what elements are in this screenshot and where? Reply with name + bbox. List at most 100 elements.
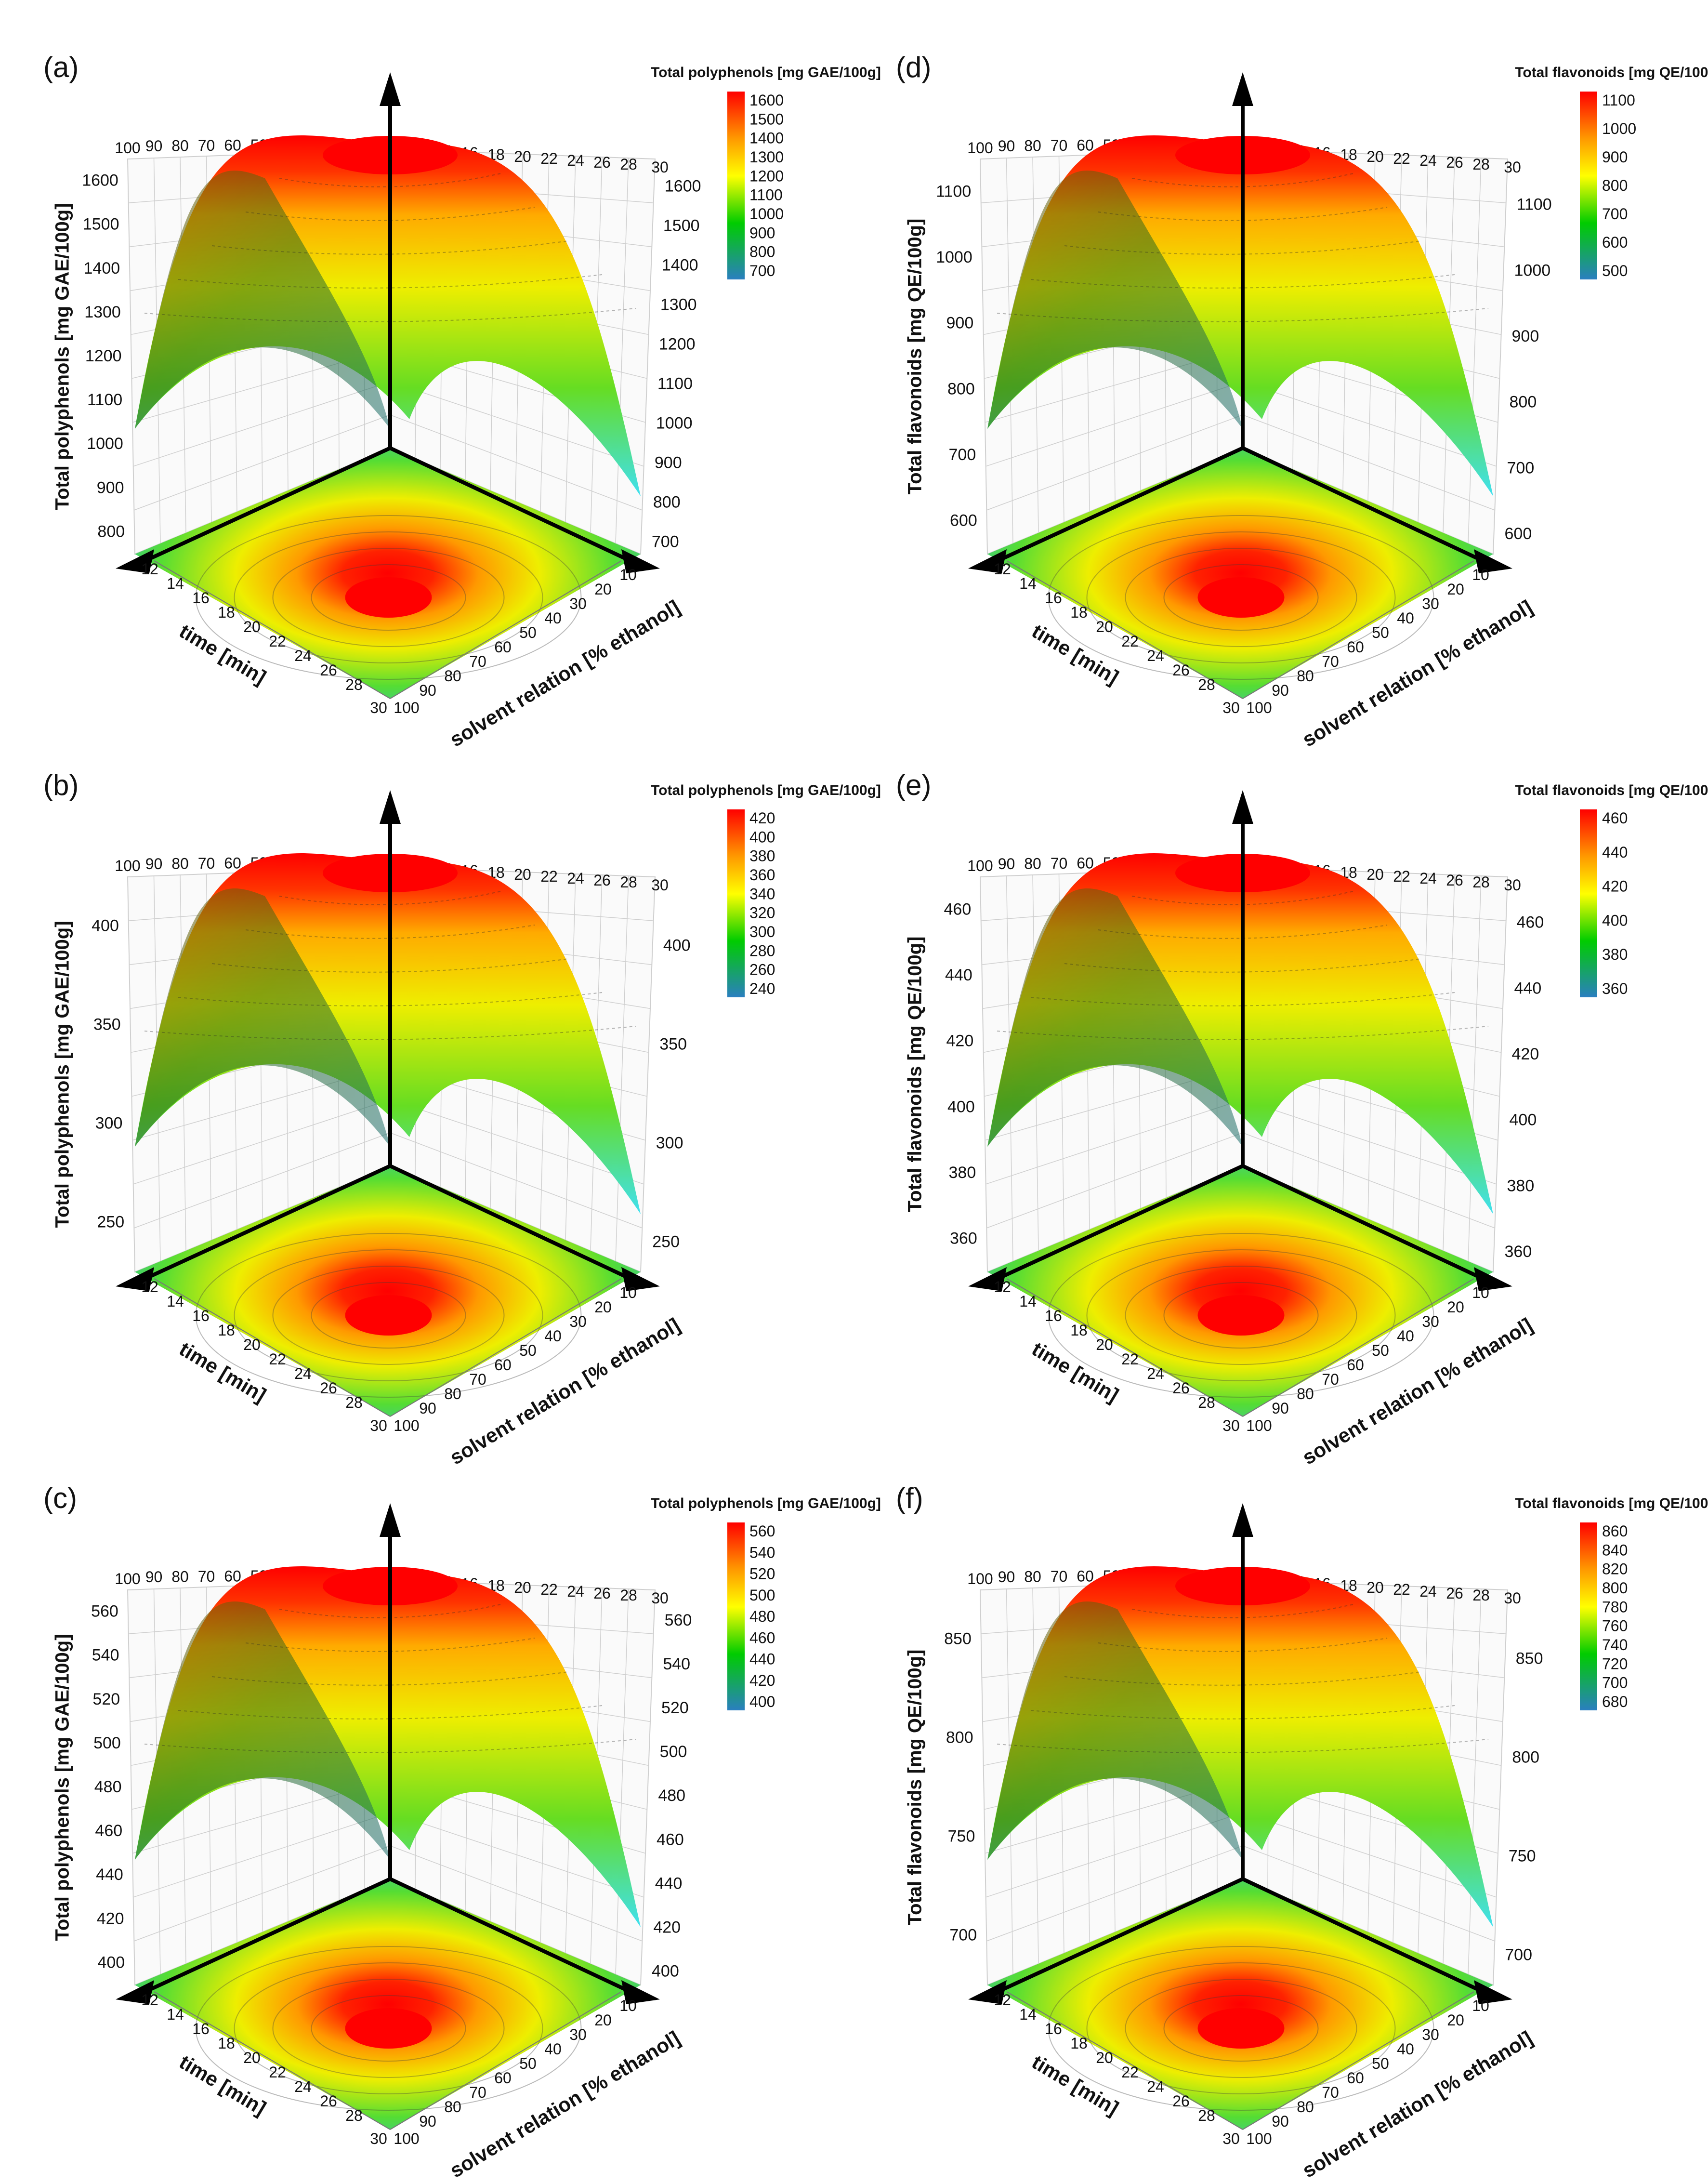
colorbar-tick: 800 xyxy=(1602,177,1628,194)
solvent-tick: 40 xyxy=(544,2040,562,2058)
solvent-tick: 70 xyxy=(1322,1371,1339,1388)
floor-edge-right xyxy=(390,1278,622,1417)
colorbar-tick: 420 xyxy=(749,1672,775,1689)
time-tick: 18 xyxy=(1070,1322,1088,1339)
back-solvent-tick: 70 xyxy=(1051,855,1068,872)
z-tick-right: 420 xyxy=(653,1918,681,1937)
solvent-axis-arrow xyxy=(1474,1267,1512,1291)
back-time-tick: 30 xyxy=(651,1589,669,1607)
time-tick: 26 xyxy=(1172,2092,1190,2110)
floor-contour-line xyxy=(1125,1266,1357,1365)
back-time-tick: 30 xyxy=(1504,876,1521,894)
z-tick-right: 600 xyxy=(1505,525,1532,543)
solvent-tick: 80 xyxy=(1297,1385,1314,1402)
back-time-tick: 30 xyxy=(1504,1589,1521,1607)
z-tick-left: 300 xyxy=(95,1114,123,1133)
solvent-tick: 70 xyxy=(469,653,486,670)
surface-shadow xyxy=(987,170,1243,429)
back-solvent-tick: 70 xyxy=(198,137,215,154)
back-time-tick: 20 xyxy=(514,1579,531,1596)
solvent-tick: 30 xyxy=(1422,1313,1439,1330)
colorbar xyxy=(727,1522,745,1710)
floor-optimum-region xyxy=(1197,577,1285,618)
back-time-tick: 28 xyxy=(620,1587,637,1604)
surface-shadow xyxy=(135,888,390,1147)
time-tick: 28 xyxy=(345,2107,363,2124)
floor-contour-line xyxy=(195,1233,582,1398)
wall-gridline xyxy=(615,158,629,544)
colorbar-tick: 1500 xyxy=(749,110,784,128)
back-solvent-tick: 60 xyxy=(224,137,241,154)
solvent-axis-line xyxy=(389,1877,627,1992)
solvent-tick: 50 xyxy=(1372,2055,1389,2072)
colorbar-tick: 840 xyxy=(1602,1541,1628,1559)
z-tick-left: 700 xyxy=(949,446,976,464)
z-axis-label: Total polyphenols [mg GAE/100g] xyxy=(52,921,73,1228)
back-time-tick: 24 xyxy=(567,152,584,169)
colorbar-tick: 500 xyxy=(749,1587,775,1604)
time-tick: 18 xyxy=(218,1322,235,1339)
time-axis-arrow xyxy=(116,549,154,573)
time-tick: 16 xyxy=(192,1307,210,1324)
colorbar-tick: 700 xyxy=(749,262,775,279)
floor-contour-line xyxy=(1086,531,1396,663)
colorbar-tick: 720 xyxy=(1602,1655,1628,1672)
time-tick: 14 xyxy=(167,2006,184,2023)
floor-edge-right xyxy=(390,1991,622,2130)
floor-contour-line xyxy=(1048,1233,1434,1398)
back-solvent-tick: 60 xyxy=(1077,855,1094,872)
z-tick-left: 600 xyxy=(950,512,977,530)
surface-shadow xyxy=(987,888,1243,1147)
time-tick: 16 xyxy=(1045,589,1062,607)
z-tick-left: 750 xyxy=(948,1827,975,1846)
colorbar-tick: 260 xyxy=(749,961,775,979)
time-tick: 30 xyxy=(1222,699,1240,716)
back-solvent-tick: 90 xyxy=(145,137,163,155)
time-axis-arrow xyxy=(116,1980,154,2004)
back-time-tick: 22 xyxy=(540,1581,558,1598)
time-tick: 14 xyxy=(1019,2006,1037,2023)
solvent-tick: 90 xyxy=(1272,682,1289,699)
solvent-tick: 50 xyxy=(1372,1342,1389,1359)
time-tick: 28 xyxy=(1198,1394,1215,1411)
back-time-tick: 22 xyxy=(1393,1581,1410,1598)
back-solvent-tick: 80 xyxy=(1024,1568,1041,1586)
floor-contour xyxy=(987,1166,1493,1416)
time-tick: 24 xyxy=(294,647,312,664)
solvent-tick: 100 xyxy=(394,699,419,716)
time-axis-line xyxy=(148,1164,391,1279)
floor-edge-right xyxy=(390,560,622,699)
colorbar-tick: 460 xyxy=(1602,809,1628,827)
z-tick-right: 350 xyxy=(659,1035,687,1054)
colorbar-tick: 420 xyxy=(749,809,775,827)
back-solvent-tick: 80 xyxy=(171,137,189,155)
time-axis-arrow xyxy=(116,1267,154,1291)
back-solvent-tick: 80 xyxy=(171,855,189,873)
back-time-tick: 26 xyxy=(1446,154,1463,171)
z-tick-left: 1600 xyxy=(82,172,118,190)
floor-contour-line xyxy=(234,1249,543,1381)
solvent-tick: 10 xyxy=(619,1284,637,1301)
back-time-tick: 22 xyxy=(1393,150,1410,167)
colorbar-tick: 560 xyxy=(749,1522,775,1540)
z-tick-right: 900 xyxy=(1512,327,1539,345)
surface-shadow xyxy=(135,1601,390,1860)
solvent-tick: 60 xyxy=(1347,638,1364,656)
time-tick: 30 xyxy=(1222,1417,1240,1434)
colorbar-tick: 520 xyxy=(749,1565,775,1583)
z-tick-right: 1100 xyxy=(1517,196,1552,214)
floor-edge-left xyxy=(1006,1991,1243,2130)
floor-edge-left xyxy=(154,560,391,699)
time-tick: 12 xyxy=(141,1278,158,1296)
time-axis-line xyxy=(1001,1164,1244,1279)
wall-gridline xyxy=(1468,875,1482,1262)
colorbar-tick: 380 xyxy=(1602,946,1628,963)
solvent-axis-line xyxy=(1242,1877,1480,1992)
z-tick-right: 1600 xyxy=(665,177,701,195)
z-tick-left: 800 xyxy=(97,522,125,541)
solvent-tick: 20 xyxy=(594,2011,612,2029)
back-solvent-tick: 90 xyxy=(145,855,163,873)
z-tick-right: 800 xyxy=(1510,393,1537,411)
colorbar-tick: 500 xyxy=(1602,262,1628,279)
